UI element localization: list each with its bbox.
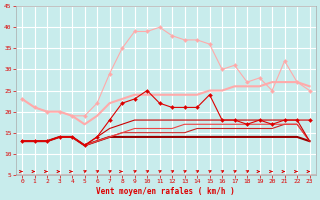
X-axis label: Vent moyen/en rafales ( km/h ): Vent moyen/en rafales ( km/h ) <box>96 187 235 196</box>
